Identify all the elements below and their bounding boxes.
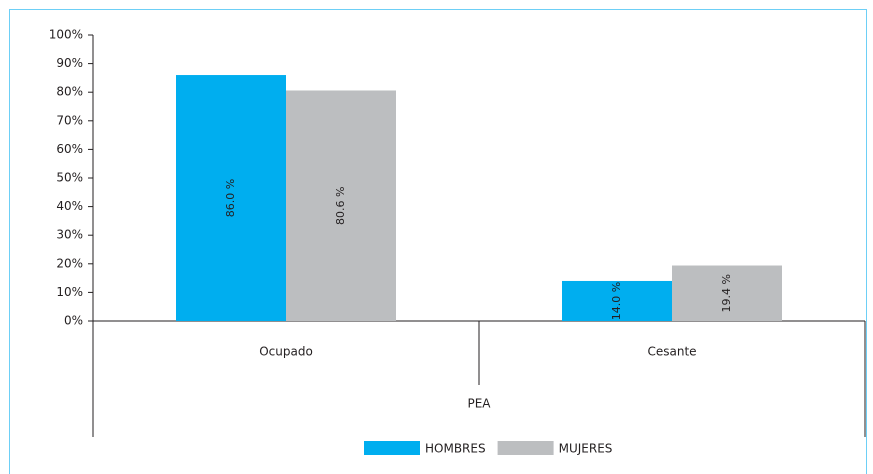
legend-swatch	[497, 441, 554, 455]
y-tick-label: 80%	[56, 85, 83, 99]
y-tick-label: 50%	[56, 171, 83, 185]
y-tick-label: 100%	[49, 28, 83, 42]
y-tick-label: 10%	[56, 285, 83, 299]
y-tick-label: 30%	[56, 228, 83, 242]
bar	[176, 75, 286, 321]
x-tick-label: Ocupado	[259, 345, 313, 359]
value-label: 14.0 %	[610, 282, 623, 320]
y-tick-label: 60%	[56, 142, 83, 156]
legend-label: MUJERES	[559, 442, 613, 456]
value-label: 80.6 %	[334, 187, 347, 225]
legend-swatch	[364, 441, 420, 455]
y-tick-label: 0%	[64, 314, 83, 328]
y-tick-label: 70%	[56, 113, 83, 127]
bar	[562, 280, 672, 321]
y-tick-label: 90%	[56, 56, 83, 70]
value-label: 19.4 %	[720, 274, 733, 312]
value-label: 86.0 %	[224, 179, 237, 217]
bar	[286, 90, 396, 321]
legend-label: HOMBRES	[425, 442, 486, 456]
y-tick-label: 20%	[56, 256, 83, 270]
group-label: PEA	[467, 397, 491, 411]
y-tick-label: 40%	[56, 199, 83, 213]
bar	[672, 265, 782, 321]
x-tick-label: Cesante	[647, 345, 696, 359]
frame	[9, 9, 867, 474]
